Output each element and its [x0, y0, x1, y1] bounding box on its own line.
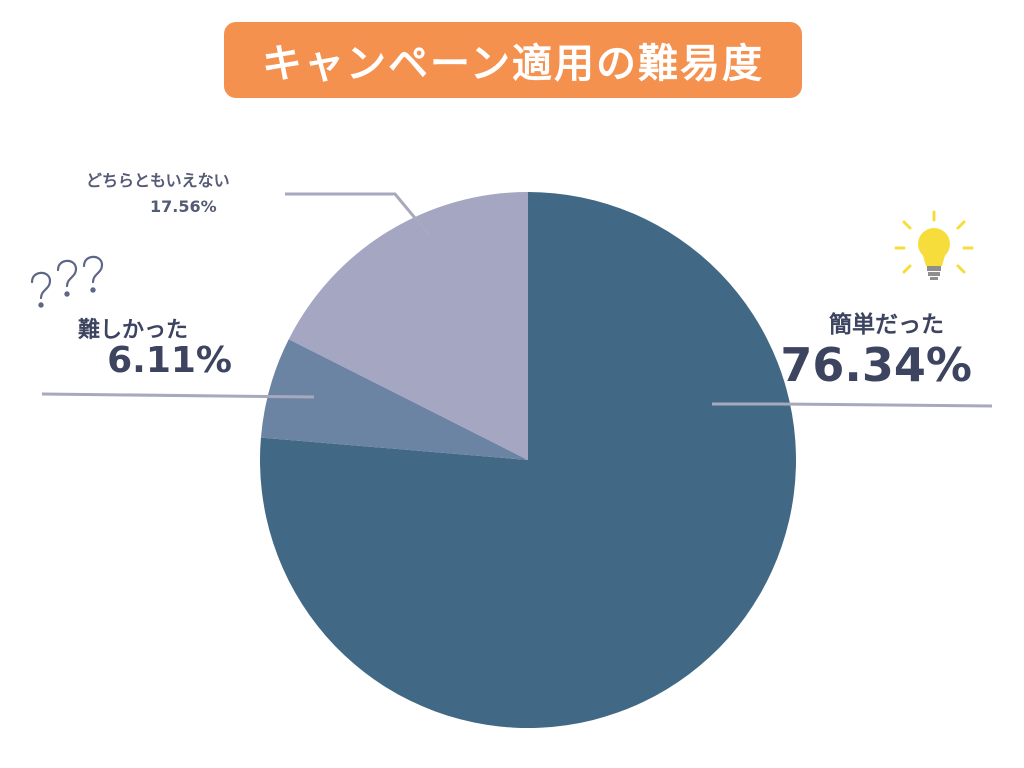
question-marks-icon [30, 255, 104, 308]
leader-line-hard [41, 392, 315, 399]
title-banner: キャンペーン適用の難易度 [224, 22, 802, 98]
label-hard-name: 難しかった [78, 318, 189, 343]
pie-slice-hard [260, 339, 528, 460]
pie-slices [259, 192, 797, 728]
leader-line-neutral [285, 192, 432, 237]
lightbulb-icon [894, 210, 974, 280]
leader-line-easy [712, 402, 993, 408]
label-easy-value: 76.34% [780, 338, 972, 392]
chart-title: キャンペーン適用の難易度 [262, 41, 764, 87]
label-hard-value: 6.11% [107, 340, 232, 381]
pie-slice-neutral [288, 192, 528, 460]
label-neutral-name: どちらともいえない [86, 171, 230, 190]
label-neutral-value: 17.56% [150, 197, 217, 216]
label-easy-name: 簡単だった [829, 312, 944, 338]
